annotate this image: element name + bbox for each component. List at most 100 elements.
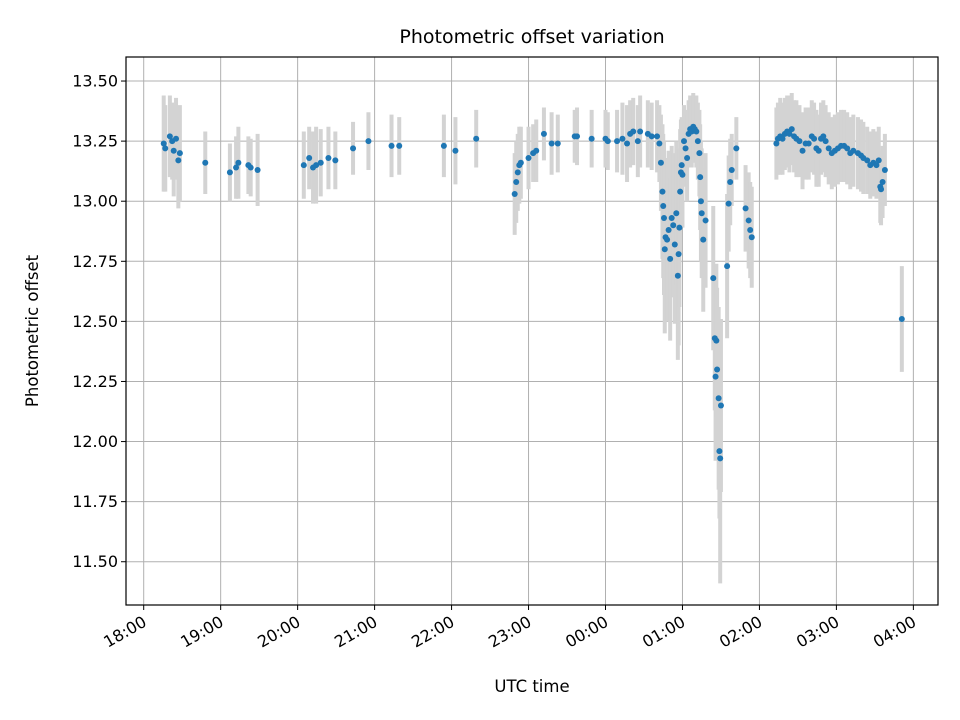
data-point xyxy=(799,147,806,154)
data-point xyxy=(674,272,681,279)
data-point xyxy=(667,255,674,262)
data-point xyxy=(574,133,581,140)
data-point xyxy=(511,191,518,197)
data-point xyxy=(822,138,829,145)
data-point xyxy=(648,133,655,140)
data-point xyxy=(313,162,320,169)
data-point xyxy=(796,138,803,145)
data-point xyxy=(700,236,707,243)
data-point xyxy=(825,145,832,152)
y-tick-label: 11.75 xyxy=(72,492,118,511)
data-point xyxy=(820,133,827,140)
data-point xyxy=(247,164,254,171)
data-point xyxy=(717,455,724,462)
data-point xyxy=(696,150,703,157)
data-point xyxy=(525,154,532,161)
data-point xyxy=(697,174,704,181)
data-point xyxy=(811,135,818,142)
y-tick-label: 13.50 xyxy=(72,72,118,91)
data-point xyxy=(716,448,723,455)
data-point xyxy=(173,135,180,142)
data-point xyxy=(634,138,641,145)
data-point xyxy=(681,138,688,145)
data-point xyxy=(773,140,780,147)
data-point xyxy=(710,275,717,282)
data-point xyxy=(786,130,793,137)
data-point xyxy=(226,169,233,176)
data-point xyxy=(745,217,752,224)
data-point xyxy=(548,140,555,147)
data-point xyxy=(170,147,177,154)
data-point xyxy=(473,135,480,142)
data-point xyxy=(656,140,663,147)
plot-frame xyxy=(125,56,939,606)
data-point xyxy=(677,188,684,195)
data-point xyxy=(725,200,732,207)
data-point xyxy=(513,178,520,185)
data-point xyxy=(202,159,209,166)
data-point xyxy=(676,224,683,231)
data-point xyxy=(332,157,339,164)
x-axis-label: UTC time xyxy=(494,677,569,696)
data-point xyxy=(176,150,183,157)
data-point xyxy=(350,145,357,152)
data-point xyxy=(452,147,459,154)
data-point xyxy=(694,138,701,145)
y-tick-label: 13.25 xyxy=(72,132,118,151)
y-axis-label: Photometric offset xyxy=(23,254,42,407)
data-point xyxy=(898,315,905,322)
data-point xyxy=(440,142,447,149)
data-point xyxy=(388,142,395,149)
data-point xyxy=(878,186,885,193)
data-point xyxy=(614,138,621,145)
data-point xyxy=(661,246,668,253)
data-point xyxy=(664,236,671,243)
data-point xyxy=(788,126,795,133)
data-point xyxy=(604,138,611,145)
data-point xyxy=(702,217,709,224)
data-point xyxy=(675,251,682,258)
y-tick-label: 12.00 xyxy=(72,432,118,451)
data-point xyxy=(748,234,755,241)
data-point xyxy=(670,222,677,229)
data-point xyxy=(805,140,812,147)
y-tick-label: 13.00 xyxy=(72,192,118,211)
data-point xyxy=(728,166,735,173)
data-points xyxy=(160,123,905,462)
data-point xyxy=(300,162,307,169)
data-point xyxy=(660,203,667,210)
data-point xyxy=(733,145,740,152)
data-point xyxy=(779,135,786,142)
data-point xyxy=(747,227,754,234)
data-point xyxy=(724,263,731,270)
chart-title: Photometric offset variation xyxy=(399,26,664,48)
data-point xyxy=(684,154,691,161)
data-point xyxy=(254,166,261,173)
data-point xyxy=(325,154,332,161)
data-point xyxy=(717,402,724,409)
data-point xyxy=(317,159,324,166)
data-point xyxy=(864,157,871,164)
data-point xyxy=(679,171,686,178)
data-point xyxy=(624,140,631,147)
data-point xyxy=(742,205,749,212)
data-point xyxy=(365,138,372,145)
data-point xyxy=(517,159,524,166)
data-point xyxy=(160,140,167,147)
data-point xyxy=(619,135,626,142)
data-point xyxy=(654,133,661,140)
data-point xyxy=(588,135,595,142)
data-point xyxy=(873,162,880,169)
data-point xyxy=(727,178,734,185)
data-point xyxy=(637,128,644,135)
data-point xyxy=(233,164,240,171)
data-point xyxy=(660,215,667,222)
data-point xyxy=(235,159,242,166)
data-point xyxy=(815,147,822,154)
y-axis: 11.50 11.75 12.00 12.25 12.50 12.75 13.00 13.25… xyxy=(72,72,126,571)
data-point xyxy=(673,210,680,217)
data-point xyxy=(533,147,540,154)
data-point xyxy=(514,169,521,176)
data-point xyxy=(671,241,678,248)
